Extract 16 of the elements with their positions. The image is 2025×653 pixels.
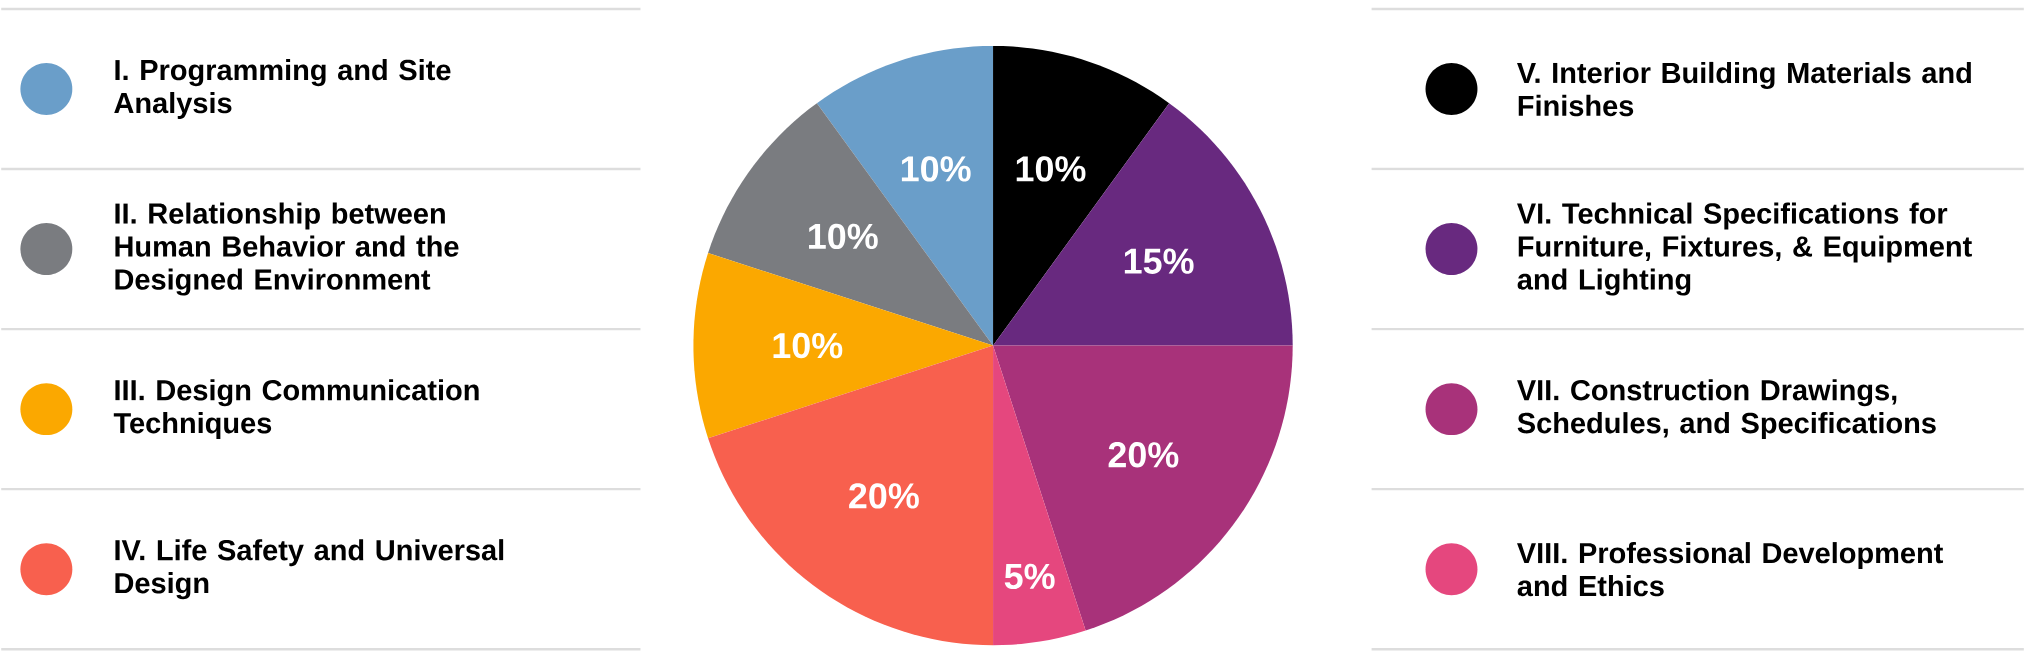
legend-label: VII. Construction Drawings, Schedules, and Specifications — [1517, 379, 1936, 440]
legend-label: IV. Life Safety and Universal Design — [115, 539, 504, 600]
data-label: 10% — [1016, 156, 1086, 182]
data-label: 20% — [1108, 441, 1179, 468]
legend-label: VIII. Professional Development and Ethics — [1517, 541, 1944, 597]
data-label: 10% — [901, 156, 971, 182]
data-label: 5% — [1004, 563, 1055, 589]
legend-label: VI. Technical Specifications for Furniture, Fixtures, & Equipment and Lighting — [1517, 202, 1972, 296]
data-label: 20% — [849, 483, 919, 509]
legend-label: I. Programming and Site Analysis — [114, 58, 451, 119]
legend-label: II. Relationship between Human Behavior and the Designed Environment — [115, 202, 459, 296]
data-label: 15% — [1124, 248, 1194, 274]
data-label: 10% — [773, 332, 843, 359]
legend-label: V. Interior Building Materials and Finishes — [1517, 61, 1971, 117]
legend-label: III. Design Communication Techniques — [113, 379, 479, 440]
data-label: 10% — [809, 223, 878, 249]
